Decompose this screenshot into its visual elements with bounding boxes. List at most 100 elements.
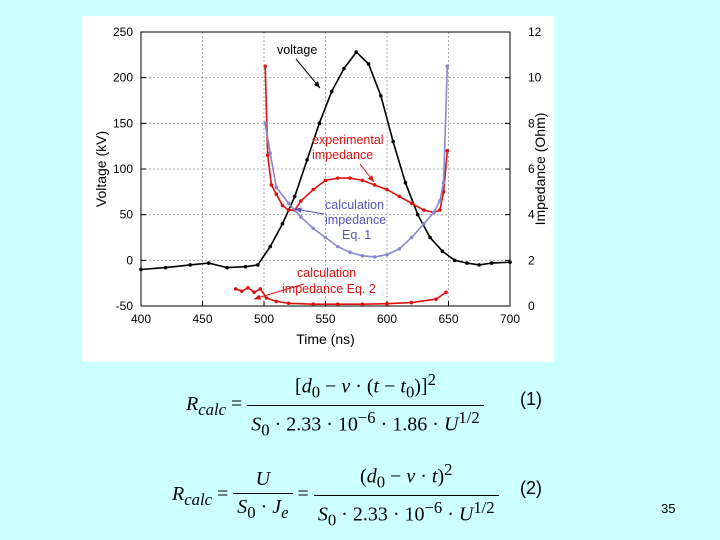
series-point-calculation-impedance-eq-2 [409, 300, 414, 305]
series-point-calculation-impedance-eq-1 [441, 180, 446, 185]
x-tick-label: 550 [315, 312, 335, 326]
y-axis-label: Voltage (kV) [93, 131, 109, 207]
series-point-voltage [280, 222, 285, 226]
series-point-calculation-impedance-eq-1 [311, 226, 315, 231]
series-point-voltage [188, 263, 192, 267]
equation-1-number: (1) [520, 389, 542, 409]
series-point-calculation-impedance-eq-1 [422, 222, 426, 226]
series-point-voltage [403, 180, 408, 185]
series-point-experimental-impedance [274, 192, 279, 196]
series-point-calculation-impedance-eq-1 [336, 244, 340, 249]
series-point-experimental-impedance [409, 201, 414, 206]
series-point-calculation-impedance-eq-1 [438, 199, 442, 203]
series-point-calculation-impedance-eq-2 [385, 301, 389, 306]
series-point-calculation-impedance-eq-1 [263, 121, 268, 126]
annotation-arrowhead [313, 81, 320, 88]
x-axis-label: Time (ns) [296, 331, 355, 347]
equation-2-number: (2) [520, 478, 542, 498]
series-point-calculation-impedance-eq-1 [348, 250, 352, 255]
series-point-voltage [243, 264, 248, 269]
series-point-experimental-impedance [286, 208, 291, 212]
x-tick-label: 700 [500, 312, 520, 326]
series-point-calculation-impedance-eq-2 [258, 287, 263, 291]
series-point-voltage [354, 50, 359, 54]
series-point-experimental-impedance [299, 199, 303, 203]
series-point-voltage [163, 265, 168, 270]
series-point-experimental-impedance [265, 153, 270, 158]
series-point-experimental-impedance [397, 194, 402, 199]
x-tick-label: 400 [131, 312, 151, 326]
series-point-voltage [465, 261, 469, 265]
series-point-calculation-impedance-eq-1 [323, 235, 328, 240]
series-point-calculation-impedance-eq-2 [336, 302, 340, 306]
series-point-calculation-impedance-eq-1 [409, 235, 414, 240]
series-point-calculation-impedance-eq-1 [445, 64, 450, 69]
series-point-experimental-impedance [311, 187, 315, 192]
series-point-calculation-impedance-eq-2 [252, 290, 256, 295]
series-point-experimental-impedance [422, 208, 426, 212]
equation-1: Rcalc = [d0 − v · (t − t0)]2 S0 · 2.33 · … [186, 370, 484, 440]
annotation-arrow [253, 283, 305, 300]
series-point-calculation-impedance-eq-2 [311, 302, 315, 306]
series-point-voltage [305, 158, 309, 162]
annotation-arrowhead [254, 294, 261, 300]
series-point-calculation-impedance-eq-1 [299, 215, 303, 219]
series-point-calculation-impedance-eq-1 [268, 151, 272, 155]
series-point-calculation-impedance-eq-2 [233, 287, 238, 291]
series-point-voltage [256, 263, 260, 267]
series-point-calculation-impedance-eq-2 [264, 296, 269, 300]
series-point-calculation-impedance-eq-2 [434, 297, 439, 301]
y-right-tick-label: 4 [528, 208, 535, 222]
series-point-voltage [415, 212, 420, 217]
x-tick-label: 450 [192, 312, 212, 326]
series-point-experimental-impedance [323, 178, 328, 183]
annotation-label: impedance [312, 148, 373, 162]
series-point-voltage [440, 249, 445, 253]
series-point-calculation-impedance-eq-1 [397, 247, 402, 251]
annotation-label: impedance Eq. 2 [282, 282, 376, 296]
annotation-label: calculation [297, 266, 356, 280]
series-point-voltage [428, 235, 432, 240]
y-right-tick-label: 6 [528, 162, 535, 176]
series-point-experimental-impedance [263, 64, 268, 69]
series-point-calculation-impedance-eq-2 [360, 302, 365, 306]
series-point-experimental-impedance [269, 183, 274, 187]
series-point-voltage [477, 263, 482, 267]
annotation-label: impedance [325, 213, 386, 227]
y-tick-label: -50 [116, 299, 134, 313]
series-point-calculation-impedance-eq-1 [274, 185, 279, 190]
x-tick-label: 500 [254, 312, 274, 326]
series-point-voltage [452, 258, 457, 263]
series-point-experimental-impedance [348, 176, 352, 180]
series-point-experimental-impedance [360, 178, 365, 183]
y-tick-label: 250 [113, 25, 133, 39]
series-point-experimental-impedance [385, 187, 389, 192]
annotation-label: voltage [277, 43, 317, 57]
series-point-voltage [292, 194, 297, 199]
series-point-voltage [225, 265, 229, 270]
series-point-voltage [391, 139, 395, 144]
series-point-voltage [366, 62, 371, 66]
y-tick-label: 150 [113, 116, 133, 130]
series-point-calculation-impedance-eq-2 [274, 299, 279, 304]
series-point-voltage [268, 244, 272, 249]
series-point-calculation-impedance-eq-2 [286, 301, 291, 306]
x-tick-label: 600 [377, 312, 397, 326]
y-right-axis-label: Impedance (Ohm) [532, 113, 548, 226]
impedance-voltage-chart: 400 450 500 550 600 650 700 -50 0 50 100 150 200 250 0… [93, 25, 548, 347]
series-point-experimental-impedance [438, 208, 442, 212]
series-point-calculation-impedance-eq-1 [385, 252, 389, 257]
series-point-voltage [329, 89, 334, 94]
y-tick-label: 100 [113, 162, 133, 176]
x-tick-label: 650 [438, 312, 458, 326]
series-point-experimental-impedance [445, 148, 450, 153]
y-right-tick-label: 12 [528, 25, 542, 39]
series-point-calculation-impedance-eq-1 [372, 255, 377, 259]
annotation-arrowhead [367, 175, 374, 182]
series-point-experimental-impedance [336, 176, 340, 180]
y-tick-label: 200 [113, 71, 133, 85]
y-right-tick-label: 2 [528, 253, 535, 267]
y-right-tick-label: 10 [528, 71, 542, 85]
series-point-experimental-impedance [280, 203, 285, 208]
y-right-tick-label: 0 [528, 299, 535, 313]
